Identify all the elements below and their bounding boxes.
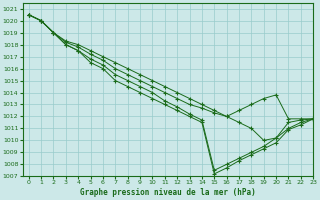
- X-axis label: Graphe pression niveau de la mer (hPa): Graphe pression niveau de la mer (hPa): [80, 188, 256, 197]
